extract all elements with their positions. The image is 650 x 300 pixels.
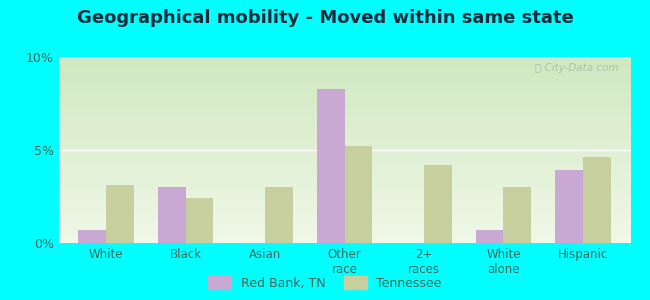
Bar [106,185,134,243]
Bar [503,187,531,243]
Bar [476,230,503,243]
Text: Geographical mobility - Moved within same state: Geographical mobility - Moved within sam… [77,9,573,27]
Bar [583,158,610,243]
Bar [186,198,213,243]
Legend: Red Bank, TN, Tennessee: Red Bank, TN, Tennessee [204,273,446,294]
Bar [79,230,106,243]
Bar [317,88,345,243]
Bar [555,170,583,243]
Bar [265,187,293,243]
Bar [344,146,372,243]
Bar [158,187,186,243]
Bar [424,165,452,243]
Text: Ⓒ City-Data.com: Ⓒ City-Data.com [536,63,619,73]
